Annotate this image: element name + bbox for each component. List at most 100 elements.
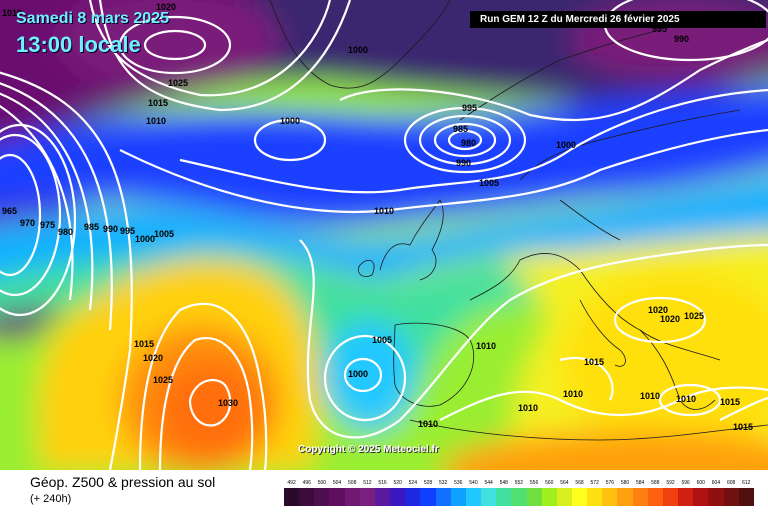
pressure-label: 1010 (418, 419, 438, 429)
pressure-label: 1020 (143, 353, 163, 363)
pressure-label: 1010 (563, 389, 583, 399)
forecast-range: (+ 240h) (30, 493, 72, 505)
forecast-local-time: 13:00 locale (16, 32, 141, 57)
pressure-label: 1020 (156, 2, 176, 12)
legend-value-label: 512 (363, 480, 372, 486)
pressure-label: 990 (456, 158, 471, 168)
legend-value-label: 520 (393, 480, 402, 486)
pressure-label: 1025 (684, 311, 704, 321)
pressure-label: 1000 (556, 140, 576, 150)
legend-color-swatch (632, 488, 648, 506)
pressure-label: 1010 (146, 116, 166, 126)
legend-color-swatch (587, 488, 603, 506)
legend-color-swatch (571, 488, 588, 506)
pressure-labels: 1010 1020 1025 1015 1010 1000 1000 995 9… (2, 2, 753, 432)
legend-value-label: 536 (454, 480, 463, 486)
pressure-label: 1015 (733, 422, 753, 432)
legend-value-label: 540 (469, 480, 478, 486)
legend-value-label: 560 (545, 480, 554, 486)
legend-value-label: 500 (317, 480, 327, 486)
isobars (0, 0, 768, 470)
pressure-label: 1020 (648, 305, 668, 315)
geopotential-map: 1010 1020 1025 1015 1010 1000 1000 995 9… (0, 0, 768, 470)
legend-color-swatch (602, 488, 618, 506)
legend-value-label: 604 (711, 480, 721, 486)
legend-value-label: 612 (742, 480, 751, 486)
legend-value-label: 492 (287, 480, 296, 486)
legend-color-swatch (556, 488, 572, 506)
pressure-label: 1010 (374, 206, 394, 216)
pressure-label: 1000 (348, 369, 368, 379)
legend-color-swatch (465, 488, 482, 506)
legend-color-swatch (738, 488, 754, 506)
legend-color-swatch (693, 488, 709, 506)
legend-value-label: 528 (423, 480, 433, 486)
legend-value-label: 600 (696, 480, 705, 486)
pressure-label: 1000 (348, 45, 368, 55)
pressure-label: 1025 (153, 375, 173, 385)
pressure-label: 990 (103, 224, 118, 234)
copyright-notice: Copyright © 2025 Meteociel.fr (298, 444, 439, 455)
legend-value-label: 548 (499, 480, 508, 486)
legend-value-label: 496 (302, 480, 311, 486)
legend-color-swatch (344, 488, 360, 506)
pressure-label: 1000 (135, 234, 155, 244)
legend-value-label: 564 (560, 480, 569, 486)
pressure-label: 995 (462, 103, 477, 113)
pressure-label: 980 (58, 227, 73, 237)
legend-value-label: 576 (605, 480, 615, 486)
legend-color-swatch (708, 488, 724, 506)
legend-value-label: 532 (438, 480, 448, 486)
pressure-label: 985 (453, 124, 468, 134)
pressure-label: 1010 (2, 8, 22, 18)
legend-color-swatch (450, 488, 466, 506)
legend-color-swatch (374, 488, 391, 506)
legend-color-bar (284, 488, 754, 506)
model-run-info: Run GEM 12 Z du Mercredi 26 février 2025 (470, 11, 766, 28)
pressure-label: 1010 (518, 403, 538, 413)
legend-color-swatch (329, 488, 345, 506)
pressure-label: 995 (652, 24, 667, 34)
legend-color-swatch (481, 488, 497, 506)
legend-value-label: 596 (681, 480, 690, 486)
legend-value-label: 588 (651, 480, 660, 486)
legend-color-swatch (496, 488, 512, 506)
footer-panel: Géop. Z500 & pression au sol (+ 240h) 49… (0, 470, 768, 512)
legend-labels: 492 496 500 504 508 512 516 520 524 528 532 536 540 5… (284, 478, 754, 488)
legend-color-swatch (405, 488, 421, 506)
pressure-label: 990 (674, 34, 689, 44)
pressure-label: 980 (461, 138, 476, 148)
pressure-label: 1030 (218, 398, 238, 408)
forecast-date: Samedi 8 mars 2025 (16, 10, 169, 27)
pressure-label: 1005 (154, 229, 174, 239)
legend-color-swatch (511, 488, 527, 506)
pressure-label: 1015 (148, 98, 168, 108)
legend-color-swatch (723, 488, 739, 506)
legend-value-label: 608 (726, 480, 736, 486)
color-scale-legend: 492 496 500 504 508 512 516 520 524 528 532 536 540 5… (284, 478, 754, 506)
legend-value-label: 524 (408, 480, 417, 486)
pressure-label: 965 (2, 206, 17, 216)
pressure-label: 1010 (676, 394, 696, 404)
legend-value-label: 568 (575, 480, 584, 486)
legend-color-swatch (359, 488, 375, 506)
legend-color-swatch (541, 488, 557, 506)
legend-color-swatch (390, 488, 406, 506)
legend-value-label: 544 (484, 480, 493, 486)
legend-value-label: 584 (636, 480, 645, 486)
pressure-label: 1020 (660, 314, 680, 324)
chart-title: Géop. Z500 & pression au sol (30, 474, 216, 490)
legend-color-swatch (526, 488, 542, 506)
pressure-label: 1015 (584, 357, 604, 367)
legend-color-swatch (284, 488, 300, 506)
pressure-label: 1000 (280, 116, 300, 126)
legend-color-swatch (420, 488, 436, 506)
legend-value-label: 516 (378, 480, 387, 486)
legend-color-swatch (678, 488, 694, 506)
pressure-label: 1005 (372, 335, 392, 345)
legend-value-label: 572 (590, 480, 599, 486)
legend-value-label: 580 (620, 480, 630, 486)
pressure-label: 1010 (640, 391, 660, 401)
pressure-label: 1025 (168, 78, 188, 88)
